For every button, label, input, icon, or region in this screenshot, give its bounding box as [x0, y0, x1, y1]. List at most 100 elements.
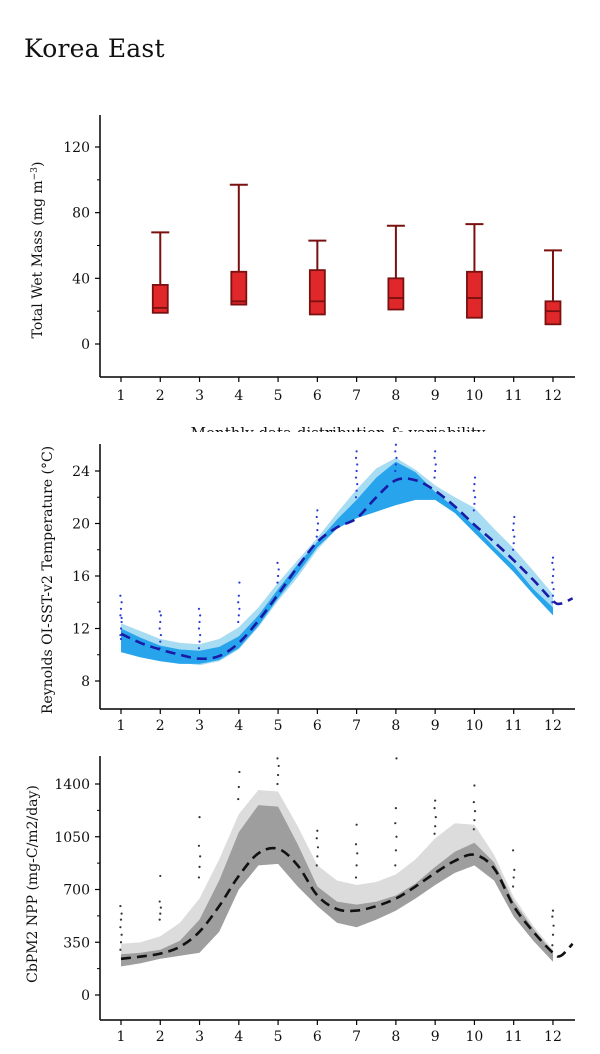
data-point	[511, 885, 515, 888]
data-point	[472, 828, 475, 831]
data-point	[316, 855, 319, 858]
data-point	[511, 528, 515, 532]
y-tick-label: 350	[63, 935, 90, 951]
x-tick-label: 7	[352, 718, 361, 734]
data-point	[158, 627, 161, 630]
data-point	[433, 456, 436, 459]
x-tick-label: 8	[391, 1029, 400, 1045]
data-point	[354, 496, 358, 499]
x-axis-ticks: 1 2 3 4 5 6 7 8 9 10 11 12	[117, 377, 562, 404]
data-point	[158, 610, 161, 613]
data-point	[197, 607, 201, 610]
x-tick-label: 5	[274, 388, 283, 404]
y-tick-label: 0	[81, 988, 90, 1004]
data-point	[119, 627, 123, 630]
box	[230, 270, 248, 306]
box-month-8	[386, 224, 405, 311]
x-tick-label: 1	[117, 718, 126, 734]
data-point	[197, 876, 201, 879]
data-point	[434, 816, 437, 819]
data-point	[395, 757, 398, 760]
data-point	[394, 463, 397, 466]
data-point	[198, 816, 201, 819]
x-tick-label: 9	[431, 1029, 440, 1045]
data-point	[433, 807, 436, 810]
data-point	[237, 797, 240, 801]
x-tick-label: 7	[352, 388, 361, 404]
data-point	[159, 912, 162, 915]
data-point	[513, 868, 516, 872]
data-point	[159, 874, 162, 878]
plot-area	[119, 443, 574, 666]
y-tick-label: 20	[72, 517, 90, 533]
data-point	[434, 825, 437, 828]
data-point	[472, 509, 475, 512]
x-tick-label: 6	[313, 388, 322, 404]
data-point	[277, 764, 280, 768]
y-axis-label-end: )	[30, 162, 46, 167]
x-tick-label: 7	[352, 1029, 361, 1045]
inner-band	[121, 805, 553, 967]
data-point	[119, 941, 123, 944]
data-point	[198, 640, 201, 643]
x-tick-label: 9	[431, 718, 440, 734]
data-point	[354, 476, 358, 479]
box-month-12	[543, 249, 562, 326]
data-point	[434, 463, 437, 466]
data-point	[511, 548, 515, 551]
data-point	[276, 773, 280, 777]
data-point	[552, 924, 555, 927]
x-tick-label: 10	[466, 388, 484, 404]
data-point	[551, 561, 554, 564]
data-point	[197, 627, 201, 630]
box	[308, 269, 326, 316]
data-point	[237, 620, 240, 624]
data-point	[356, 483, 359, 486]
data-point	[158, 918, 161, 921]
data-point	[197, 647, 201, 650]
data-point	[119, 607, 123, 610]
data-point	[120, 933, 123, 936]
y-axis-ticks: 0 350 700 1050 1400	[54, 777, 100, 1004]
x-tick-label: 12	[544, 718, 562, 734]
data-point	[237, 594, 240, 597]
data-point	[395, 835, 398, 838]
y-tick-label: 0	[81, 337, 90, 353]
data-point	[356, 463, 359, 466]
data-point	[120, 912, 123, 915]
data-point	[472, 800, 475, 804]
data-point	[473, 810, 477, 813]
y-axis-label: Reynolds OI-SST-v2 Temperature (°C)	[40, 446, 56, 714]
x-tick-label: 3	[195, 718, 204, 734]
data-point	[120, 620, 123, 624]
y-axis-label: CbPM2 NPP (mg-C/m2/day)	[25, 785, 41, 983]
x-tick-label: 10	[466, 718, 484, 734]
inner-band	[121, 461, 553, 664]
data-point	[119, 926, 122, 929]
x-tick-label: 6	[313, 718, 322, 734]
y-tick-label: 24	[72, 464, 90, 480]
box-month-10	[465, 223, 484, 319]
data-point	[199, 855, 202, 858]
data-point	[237, 601, 240, 604]
data-point	[473, 483, 476, 486]
y-tick-label: 8	[81, 674, 90, 690]
data-point	[551, 944, 554, 947]
box	[151, 283, 169, 314]
data-point	[394, 822, 397, 825]
x-axis-ticks: 1 2 3 4 5 6 7 8 9 10 11 12	[117, 1020, 562, 1045]
data-point	[158, 900, 161, 903]
data-point	[159, 906, 162, 909]
data-point	[434, 799, 437, 802]
x-tick-label: 3	[195, 388, 204, 404]
x-tick-label: 1	[117, 388, 126, 404]
data-point	[473, 784, 476, 787]
data-point	[394, 443, 397, 446]
data-point	[316, 846, 320, 849]
data-point	[354, 843, 358, 846]
data-point	[394, 450, 397, 453]
data-point	[276, 581, 279, 584]
x-tick-label: 4	[234, 388, 243, 404]
data-point	[277, 568, 280, 571]
data-point	[237, 614, 240, 617]
